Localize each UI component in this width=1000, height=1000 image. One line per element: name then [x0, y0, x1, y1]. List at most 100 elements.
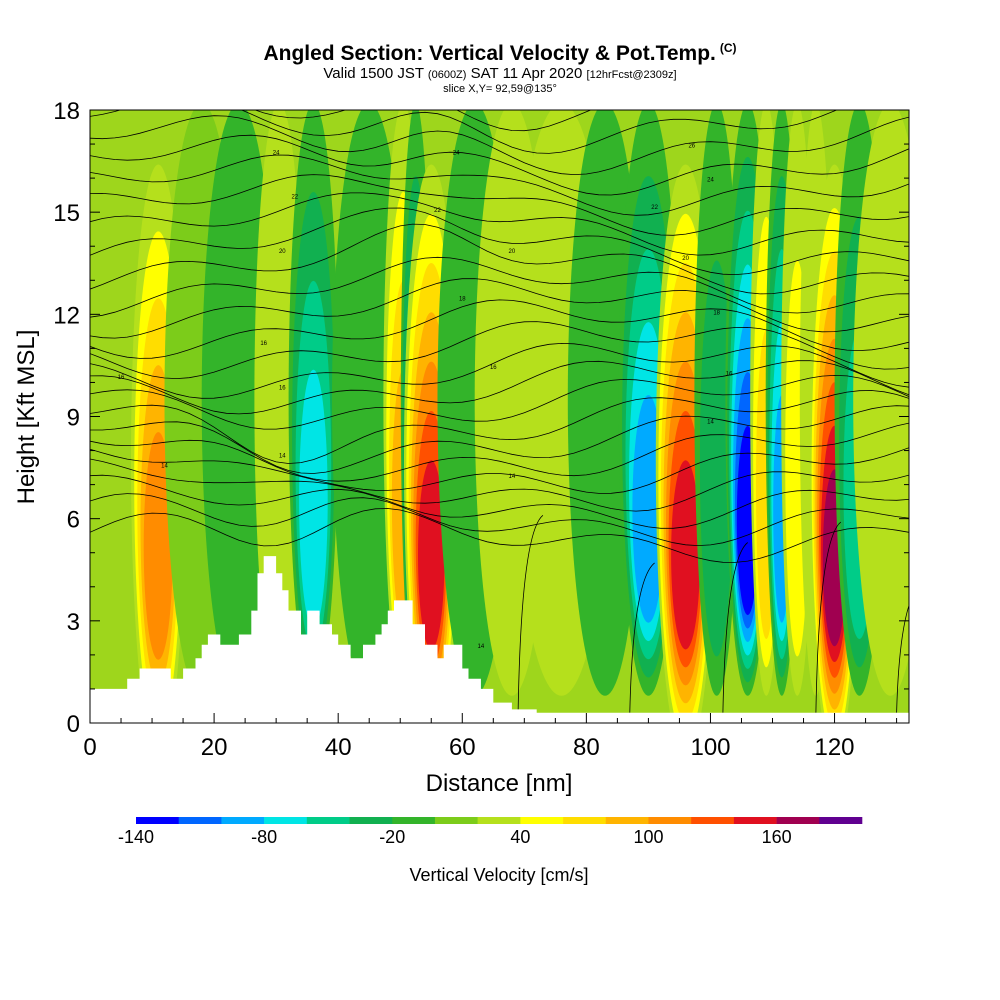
colorbar-tick-label: -80 — [251, 827, 277, 847]
velocity-level — [853, 110, 909, 696]
contour-label: 24 — [707, 178, 714, 184]
colorbar-swatch — [264, 817, 308, 824]
contour-label: 22 — [434, 208, 441, 214]
contour-label: 14 — [478, 644, 485, 650]
isentrope-line — [815, 521, 842, 713]
isentrope-line — [90, 508, 909, 563]
isentrope-line — [90, 342, 909, 399]
isentrope-line — [90, 134, 909, 196]
valid-time: Valid 1500 JST (0600Z) SAT 11 Apr 2020 [… — [0, 66, 1000, 83]
contour-label: 16 — [279, 385, 286, 391]
isentrope-line — [90, 390, 909, 464]
velocity-level — [699, 260, 734, 657]
colorbar-swatch — [605, 817, 649, 824]
colorbar-tick-label: 160 — [762, 827, 792, 847]
colorbar-swatch — [691, 817, 735, 824]
contour-label: 26 — [688, 144, 695, 150]
y-tick-label: 15 — [53, 200, 80, 227]
x-tick-label: 100 — [690, 734, 730, 761]
colorbar-swatch — [563, 817, 607, 824]
y-tick-label: 12 — [53, 302, 80, 329]
x-tick-label: 40 — [325, 734, 352, 761]
contour-label: 16 — [260, 341, 267, 347]
contour-labels: 24 24 26 22 24 20 22 22 20 20 18 18 16 16 16 16 16 14 14 14… — [118, 144, 733, 651]
x-axis: 0 20 40 60 80 100 120 — [83, 713, 898, 761]
colorbar — [136, 817, 863, 824]
velocity-level — [671, 460, 701, 650]
isentrope-line — [90, 321, 909, 380]
colorbar-ticks: -140 -80 -20 40 100 160 — [118, 827, 792, 847]
isentrope-line — [90, 207, 909, 276]
colorbar-swatch — [520, 817, 564, 824]
y-tick-label: 9 — [67, 405, 80, 432]
contour-label: 24 — [453, 150, 460, 156]
x-tick-label: 0 — [83, 734, 96, 761]
colorbar-swatch — [349, 817, 393, 824]
contour-label: 24 — [273, 150, 280, 156]
isentrope-line — [90, 405, 909, 474]
isentrope-line — [90, 278, 909, 339]
contour-label: 14 — [161, 464, 168, 470]
x-tick-label: 120 — [814, 734, 854, 761]
x-axis-label: Distance [nm] — [426, 770, 573, 797]
colorbar-swatch — [221, 817, 265, 824]
slice-info: slice X,Y= 92,59@135° — [443, 83, 557, 95]
velocity-cell — [694, 110, 739, 696]
isentrope-line — [90, 474, 909, 529]
colorbar-swatch — [434, 817, 478, 824]
isentrope-line — [629, 562, 655, 713]
isentrope-line — [90, 447, 909, 494]
colorbar-tick-label: -140 — [118, 827, 154, 847]
isentrope-line — [90, 422, 909, 482]
contour-label: 14 — [279, 453, 286, 459]
colorbar-swatch — [776, 817, 820, 824]
y-axis-label: Height [Kft MSL] — [13, 330, 40, 505]
velocity-level — [418, 460, 445, 650]
contour-label: 18 — [713, 310, 720, 316]
isentrope-line — [90, 154, 909, 216]
y-tick-label: 0 — [67, 711, 80, 738]
y-tick-label: 3 — [67, 609, 80, 636]
isentrope-line — [517, 514, 544, 713]
colorbar-swatch — [392, 817, 436, 824]
y-tick-label: 18 — [53, 98, 80, 125]
isentrope-line — [90, 360, 909, 415]
contour-label: 20 — [509, 249, 516, 255]
colorbar-swatch — [136, 817, 180, 824]
velocity-level — [299, 369, 328, 630]
valid-zulu: (0600Z) — [427, 69, 467, 81]
isentrope-line — [90, 32, 909, 82]
isentrope-line — [90, 0, 909, 45]
contour-label: 16 — [118, 375, 125, 381]
velocity-level — [143, 432, 173, 660]
isentrope-line — [90, 374, 909, 430]
isentrope-line — [90, 299, 909, 359]
isentrope-line — [722, 542, 748, 713]
y-tick-label: 6 — [67, 507, 80, 534]
contour-label: 22 — [291, 195, 298, 201]
x-tick-label: 20 — [201, 734, 228, 761]
contour-label: 16 — [490, 365, 497, 371]
colorbar-swatch — [178, 817, 222, 824]
colorbar-swatch — [648, 817, 692, 824]
isentrope-line — [90, 256, 909, 318]
velocity-level — [254, 110, 304, 696]
isentrope-line — [90, 458, 909, 512]
colorbar-swatch — [306, 817, 350, 824]
colorbar-swatch — [733, 817, 777, 824]
contour-label: 20 — [682, 256, 689, 262]
terrain — [90, 556, 909, 723]
contour-label: 14 — [509, 474, 516, 480]
x-tick-label: 60 — [449, 734, 476, 761]
isentrope-line — [90, 493, 909, 547]
chart-title-unit: (C) — [719, 41, 737, 55]
isentrope-line — [90, 192, 909, 256]
potential-temperature-contours — [90, 0, 909, 713]
isentrope-line — [253, 110, 592, 132]
velocity-cell — [254, 110, 304, 696]
chart-title: Angled Section: Vertical Velocity & Pot.… — [0, 36, 1000, 66]
isentrope-line — [90, 110, 838, 154]
isentrope-line — [90, 174, 909, 236]
